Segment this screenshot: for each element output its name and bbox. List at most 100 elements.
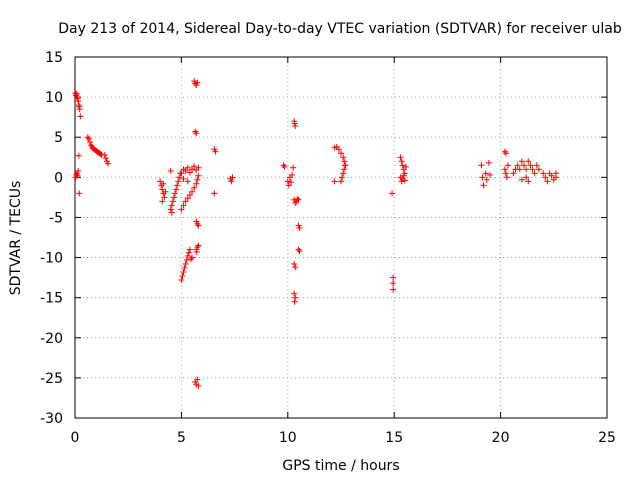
data-point xyxy=(193,248,200,255)
data-point xyxy=(86,139,93,146)
x-tick-label: 10 xyxy=(279,430,297,446)
data-point xyxy=(195,164,202,171)
data-point xyxy=(389,190,396,197)
data-point xyxy=(182,167,189,174)
data-point xyxy=(338,178,344,185)
data-point xyxy=(195,172,202,179)
data-point xyxy=(180,202,187,209)
y-tick-label: -30 xyxy=(40,411,63,427)
chart-title: Day 213 of 2014, Sidereal Day-to-day VTE… xyxy=(58,21,622,37)
data-point xyxy=(167,206,174,213)
x-tick-label: 0 xyxy=(71,430,80,446)
data-point xyxy=(290,164,297,171)
data-point xyxy=(191,184,198,191)
data-point xyxy=(284,178,291,185)
data-point xyxy=(401,177,408,184)
data-point xyxy=(292,294,299,301)
data-point xyxy=(174,182,181,189)
data-point xyxy=(516,166,523,173)
data-point xyxy=(294,195,301,202)
data-point xyxy=(514,162,521,169)
data-point xyxy=(552,170,559,177)
data-point xyxy=(292,122,299,129)
y-tick-label: -25 xyxy=(40,371,63,387)
data-point xyxy=(157,178,164,185)
data-point xyxy=(162,188,169,195)
data-point xyxy=(518,158,525,165)
data-point xyxy=(186,191,193,198)
data-point xyxy=(159,186,166,193)
data-point xyxy=(181,264,188,271)
data-point xyxy=(85,135,92,142)
data-point xyxy=(287,179,294,186)
data-point xyxy=(193,130,200,137)
data-point xyxy=(184,252,191,259)
data-point xyxy=(485,159,492,166)
y-tick-label: 15 xyxy=(45,50,63,66)
data-point xyxy=(167,167,174,174)
data-point xyxy=(168,202,175,209)
axis-ticks xyxy=(74,56,608,419)
y-tick-label: -5 xyxy=(49,210,63,226)
plot-frame xyxy=(74,56,608,419)
data-point xyxy=(195,222,202,229)
data-point xyxy=(542,174,549,181)
data-point xyxy=(339,174,346,181)
data-point xyxy=(535,166,542,173)
data-point xyxy=(292,264,299,271)
data-point xyxy=(170,194,177,201)
data-point xyxy=(178,170,185,177)
data-point xyxy=(518,176,525,183)
data-point xyxy=(74,172,81,179)
data-point xyxy=(180,175,187,182)
data-point xyxy=(75,167,82,174)
data-point xyxy=(101,151,108,158)
x-tick-label: 15 xyxy=(385,430,403,446)
data-point xyxy=(179,273,186,280)
data-point xyxy=(168,209,175,216)
data-point xyxy=(525,158,532,165)
data-point xyxy=(544,178,551,185)
data-point xyxy=(486,171,493,178)
y-tick-label: 0 xyxy=(54,170,63,186)
data-point xyxy=(482,170,489,177)
y-tick-label: -10 xyxy=(40,251,63,267)
data-point xyxy=(75,152,82,159)
data-point xyxy=(194,376,201,383)
data-point xyxy=(335,146,342,153)
data-point xyxy=(178,206,185,213)
data-point xyxy=(521,162,528,169)
data-point xyxy=(102,155,109,162)
data-point xyxy=(161,194,168,201)
data-point xyxy=(390,280,397,287)
data-point xyxy=(480,182,487,189)
data-point xyxy=(342,162,349,169)
data-point xyxy=(400,172,407,179)
data-point xyxy=(527,162,534,169)
data-point xyxy=(104,160,111,167)
data-point xyxy=(169,198,176,205)
data-point xyxy=(296,248,303,255)
data-point xyxy=(194,176,201,183)
data-point xyxy=(76,190,83,197)
data-point xyxy=(505,162,512,169)
data-point xyxy=(186,246,193,253)
data-point xyxy=(525,178,532,185)
data-point xyxy=(533,162,540,169)
data-point xyxy=(184,164,191,171)
data-point xyxy=(75,98,82,105)
data-point xyxy=(340,154,347,161)
data-point xyxy=(195,382,202,389)
data-point xyxy=(341,166,348,173)
data-point xyxy=(503,174,510,181)
data-points xyxy=(72,78,559,389)
data-point xyxy=(77,113,84,120)
x-tick-label: 20 xyxy=(492,430,510,446)
data-point xyxy=(390,286,397,293)
data-point xyxy=(291,298,298,305)
x-axis-label: GPS time / hours xyxy=(282,458,399,474)
data-point xyxy=(178,277,185,284)
data-point xyxy=(478,162,485,169)
